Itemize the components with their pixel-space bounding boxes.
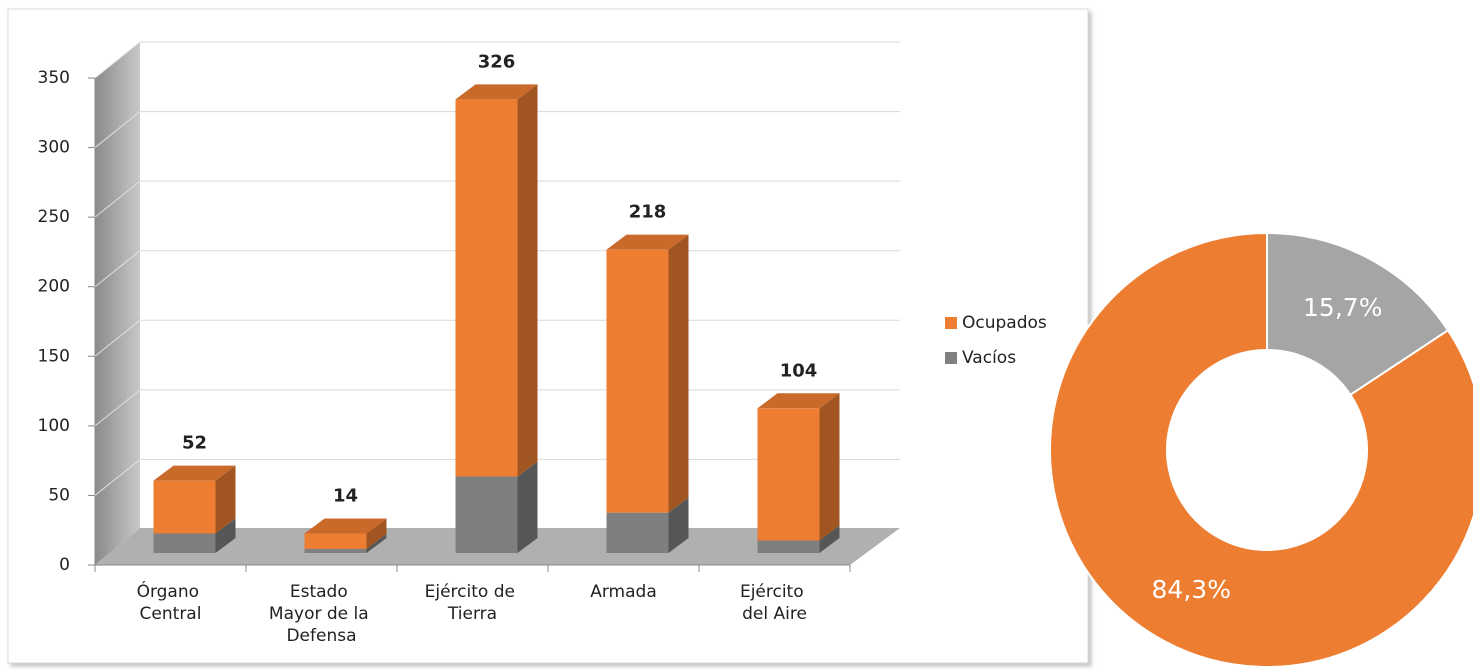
legend-label: Ocupados: [962, 313, 1047, 333]
bar-segment: [757, 408, 820, 541]
bar-top: [757, 393, 840, 409]
x-tick-label: Ejército del Aire: [740, 582, 809, 624]
bar-top: [606, 234, 689, 250]
bar-side: [819, 393, 840, 541]
x-tick-label: Ejército de Tierra: [425, 582, 521, 624]
x-tick-label: Estado Mayor de la Defensa: [269, 582, 374, 646]
y-tick-label: 250: [38, 207, 70, 227]
bar-segment: [304, 533, 367, 549]
slice-label: 84,3%: [1152, 575, 1231, 604]
bar-segment: [153, 533, 216, 553]
y-tick-label: 350: [38, 68, 70, 88]
legend-label: Vacíos: [962, 348, 1016, 368]
bar-top: [455, 84, 538, 100]
bar-segment: [304, 548, 367, 553]
grid-line: [94, 250, 141, 288]
legend-swatch: [945, 352, 957, 364]
bar-segment: [455, 476, 518, 553]
bar-side: [668, 234, 689, 513]
bar-segment: [757, 540, 820, 553]
bar-side: [668, 497, 689, 553]
legend-swatch: [945, 317, 957, 329]
donut-slice: [1049, 231, 1473, 668]
bar-segment: [153, 480, 216, 534]
bar-side: [517, 84, 538, 477]
bar-top: [304, 518, 387, 534]
bar-segment: [606, 249, 669, 513]
y-tick-label: 100: [38, 416, 70, 436]
grid-line: [94, 459, 141, 496]
grid-line: [94, 111, 141, 148]
grid-line: [94, 180, 141, 218]
bar-side: [366, 518, 387, 549]
y-tick-label: 300: [38, 138, 70, 158]
total-label: 326: [478, 51, 516, 72]
bar-segment: [606, 512, 669, 553]
grid-line: [94, 389, 141, 427]
donut-slice: [1266, 231, 1450, 397]
y-tick-label: 0: [59, 555, 70, 575]
bar-side: [819, 525, 840, 553]
bar-top: [153, 465, 236, 481]
y-tick-label: 150: [38, 346, 70, 366]
grid-line: [94, 41, 141, 79]
total-label: 14: [333, 486, 358, 507]
bar-segment: [455, 99, 518, 477]
y-tick-label: 50: [48, 485, 70, 505]
x-tick-label: Armada: [590, 582, 657, 602]
bar-side: [215, 465, 236, 534]
total-label: 104: [780, 360, 818, 381]
bar-side: [215, 518, 236, 553]
slice-label: 15,7%: [1303, 293, 1382, 322]
x-tick-label: Órgano Central: [137, 580, 205, 624]
total-label: 52: [182, 433, 207, 454]
total-label: 218: [629, 202, 667, 223]
y-tick-label: 200: [38, 277, 70, 297]
bar-side: [517, 461, 538, 553]
bar-side: [366, 533, 387, 553]
grid-line: [94, 319, 141, 357]
side-wall: [95, 42, 140, 565]
